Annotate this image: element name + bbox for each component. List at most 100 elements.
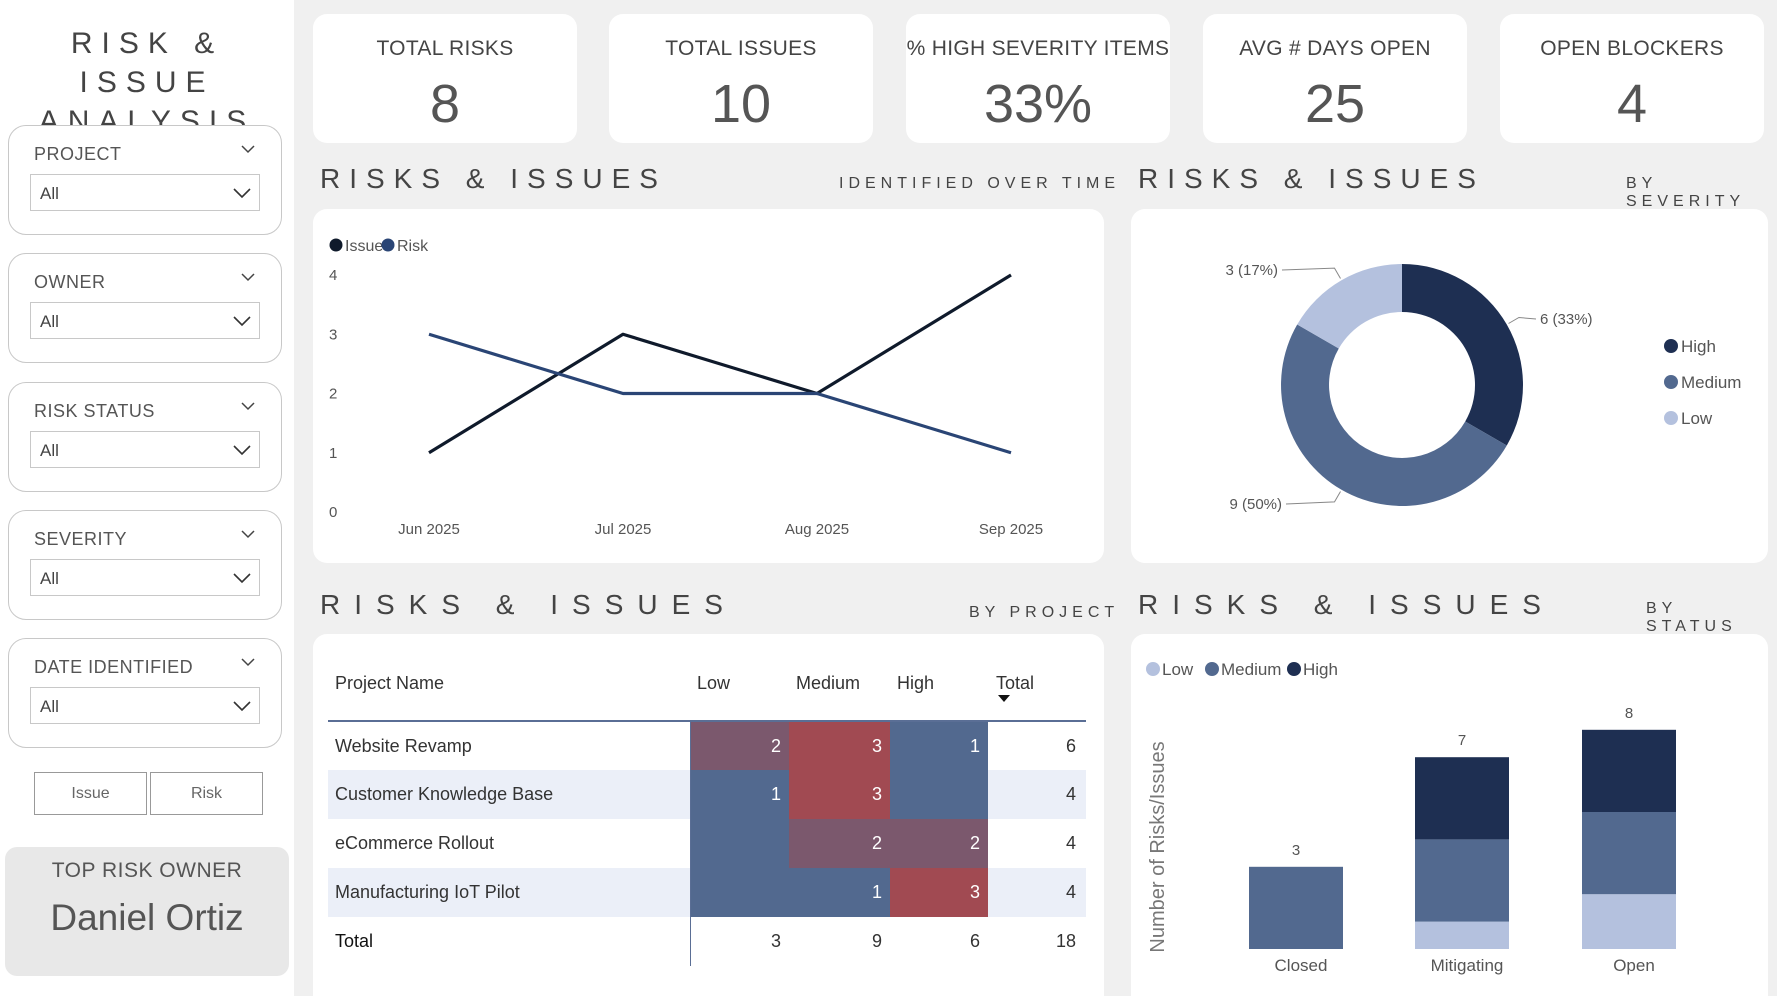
risk-status-dropdown[interactable]: All — [30, 431, 260, 468]
chevron-down-icon[interactable] — [241, 270, 255, 284]
kpi-total-risks: TOTAL RISKS 8 — [313, 14, 577, 143]
chevron-down-icon — [233, 316, 251, 327]
total-count-cell: 6 — [1065, 735, 1076, 756]
legend-dot-low — [1664, 411, 1678, 425]
chevron-down-icon — [233, 188, 251, 199]
bar-segment-high — [1582, 729, 1676, 812]
bar-segment-high — [1415, 757, 1509, 840]
bar-segment-medium — [1249, 866, 1343, 949]
total-count-cell: 4 — [1065, 833, 1076, 853]
series-line-issue — [428, 273, 1012, 455]
medium-count-cell: 1 — [789, 868, 890, 917]
high-count-cell — [890, 770, 988, 819]
kpi-label: TOTAL RISKS — [376, 37, 514, 60]
date-identified-slicer: DATE IDENTIFIED All — [8, 638, 282, 748]
top-risk-owner-label: TOP RISK OWNER — [51, 859, 243, 882]
issue-toggle-button[interactable]: Issue — [34, 772, 147, 815]
owner-dropdown[interactable]: All — [30, 302, 260, 339]
kpi-avg-days-open: AVG # DAYS OPEN 25 — [1203, 14, 1467, 143]
top-risk-owner-name: Daniel Ortiz — [50, 897, 244, 938]
date-identified-slicer-label: DATE IDENTIFIED — [34, 657, 194, 677]
low-count-cell — [689, 868, 789, 917]
donut-slice-high — [1402, 264, 1523, 446]
kpi-open-blockers: OPEN BLOCKERS 4 — [1500, 14, 1764, 143]
project-name-cell: Customer Knowledge Base — [335, 784, 554, 804]
date-identified-dropdown[interactable]: All — [30, 687, 260, 724]
chevron-down-icon[interactable] — [241, 527, 255, 541]
table-row[interactable]: Customer Knowledge Base 1 3 4 — [328, 770, 1086, 819]
severity-slicer: SEVERITY All — [8, 510, 282, 620]
column-header-low[interactable]: Low — [697, 672, 731, 693]
y-tick-label: 0 — [329, 504, 337, 521]
column-header-total-label: Total — [996, 672, 1035, 693]
high-count-cell: 2 — [890, 819, 988, 868]
section-subtitle-time: IDENTIFIED OVER TIME — [839, 175, 1121, 192]
legend-dot-issue — [329, 238, 343, 252]
column-header-high[interactable]: High — [897, 672, 935, 693]
donut-slice-medium — [1281, 324, 1507, 506]
project-dropdown[interactable]: All — [30, 174, 260, 211]
high-count-cell: 3 — [890, 868, 988, 917]
table-row[interactable]: Manufacturing IoT Pilot 1 3 4 — [328, 868, 1086, 917]
project-name-cell: Website Revamp — [335, 735, 472, 756]
column-header-project-name[interactable]: Project Name — [335, 672, 445, 693]
project-matrix: Project Name Low Medium High Total Websi… — [328, 646, 1086, 966]
low-total-cell: 3 — [689, 917, 789, 966]
donut-leader-line — [1281, 267, 1341, 279]
legend-label-medium: Medium — [1681, 373, 1741, 392]
series-line-risk — [428, 332, 1012, 455]
date-identified-dropdown-value: All — [40, 697, 59, 716]
kpi-label: % HIGH SEVERITY ITEMS — [906, 37, 1170, 60]
low-count-cell — [689, 819, 789, 868]
x-tick-label: Closed — [1275, 956, 1328, 975]
y-tick-label: 1 — [329, 445, 337, 462]
bar-segment-low — [1415, 921, 1509, 949]
chevron-down-icon[interactable] — [241, 142, 255, 156]
chevron-down-icon — [233, 445, 251, 456]
kpi-label: AVG # DAYS OPEN — [1239, 37, 1431, 60]
y-tick-label: 4 — [329, 267, 337, 284]
table-row[interactable]: Website Revamp 2 3 1 6 — [328, 721, 1086, 770]
kpi-high-severity-pct: % HIGH SEVERITY ITEMS 33% — [906, 14, 1170, 143]
table-total-row: Total 3 9 6 18 — [328, 917, 1086, 966]
chevron-down-icon — [233, 701, 251, 712]
x-tick-label: Jul 2025 — [595, 521, 652, 538]
table-row[interactable]: eCommerce Rollout 2 2 4 — [328, 819, 1086, 868]
medium-count-cell: 3 — [789, 770, 890, 819]
kpi-total-issues: TOTAL ISSUES 10 — [609, 14, 873, 143]
kpi-label: TOTAL ISSUES — [665, 37, 817, 60]
column-header-total[interactable]: Total — [988, 646, 1086, 721]
kpi-value: 25 — [1304, 74, 1366, 134]
chevron-down-icon[interactable] — [241, 655, 255, 669]
x-tick-label: Sep 2025 — [979, 521, 1043, 538]
bar-total-label: 8 — [1625, 705, 1633, 722]
bar-total-label: 3 — [1292, 842, 1300, 859]
legend-label-issue: Issue — [345, 238, 383, 255]
legend-label-risk: Risk — [397, 238, 429, 255]
section-subtitle-status: BY STATUS — [1646, 600, 1737, 635]
sort-descending-icon — [998, 695, 1010, 702]
column-header-medium[interactable]: Medium — [796, 672, 861, 693]
chevron-down-icon — [233, 573, 251, 584]
severity-dropdown[interactable]: All — [30, 559, 260, 596]
legend-dot-high — [1664, 339, 1678, 353]
app-title: RISK & ISSUE ANALYSIS — [0, 24, 294, 141]
y-tick-label: 2 — [329, 386, 337, 403]
donut-slice-low — [1297, 264, 1402, 349]
line-chart: Issue Risk 0 1 2 3 4 Jun 2025 Jul 2025 Aug 2025 Se… — [329, 238, 1043, 538]
legend-label-high: High — [1681, 337, 1716, 356]
legend-label-medium: Medium — [1221, 660, 1281, 679]
sidebar: RISK & ISSUE ANALYSIS PROJECT All OWNER … — [0, 0, 294, 996]
x-tick-label: Aug 2025 — [785, 521, 849, 538]
chevron-down-icon[interactable] — [241, 399, 255, 413]
risk-toggle-button[interactable]: Risk — [150, 772, 263, 815]
legend-dot-risk — [381, 238, 395, 252]
legend-dot-high — [1287, 662, 1301, 676]
donut-data-label: 9 (50%) — [1229, 496, 1282, 513]
donut-data-label: 3 (17%) — [1225, 262, 1278, 279]
project-name-cell: eCommerce Rollout — [335, 833, 495, 853]
app-title-line1: RISK & ISSUE — [70, 27, 224, 99]
donut-leader-line — [1508, 316, 1537, 324]
medium-total-cell: 9 — [871, 931, 882, 951]
section-title-time: RISKS & ISSUES — [320, 163, 667, 194]
